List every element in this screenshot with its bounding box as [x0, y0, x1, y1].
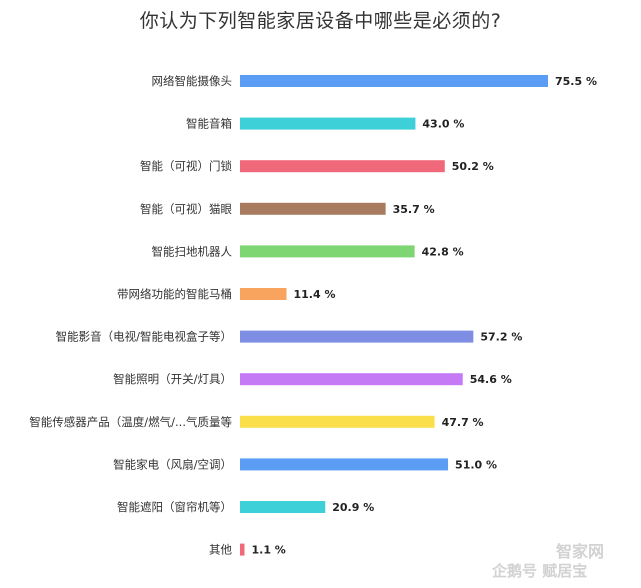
bar: [240, 160, 445, 173]
value-label: 1.1 %: [251, 544, 285, 557]
bar: [240, 75, 548, 87]
value-label: 54.6 %: [470, 373, 512, 386]
category-label: 其他: [209, 543, 232, 557]
bar: [240, 245, 415, 258]
category-label: 智能照明（开关/灯具）: [113, 372, 232, 386]
bar: [240, 330, 474, 343]
category-label: 智能影音（电视/智能电视盒子等）: [56, 330, 232, 344]
value-label: 42.8 %: [422, 245, 464, 258]
value-label: 47.7 %: [442, 416, 484, 429]
bar: [240, 288, 287, 300]
category-label: 智能家电（风扇/空调）: [113, 457, 232, 471]
category-label: 智能扫地机器人: [152, 244, 233, 258]
chart-title: 你认为下列智能家居设备中哪些是必须的?: [139, 10, 502, 32]
category-label: 智能遮阳（窗帘机等）: [117, 500, 232, 514]
category-label: 智能传感器产品（温度/燃气/...气质量等: [29, 415, 232, 429]
category-label: 智能音箱: [186, 117, 232, 131]
value-label: 51.0 %: [455, 458, 497, 471]
value-label: 20.9 %: [332, 501, 374, 514]
category-label: 智能（可视）猫眼: [140, 202, 232, 216]
bar: [240, 415, 435, 428]
watermark-site: 智家网: [556, 542, 605, 561]
value-label: 43.0 %: [422, 118, 464, 131]
value-label: 57.2 %: [480, 331, 522, 344]
category-label: 智能（可视）门锁: [140, 159, 232, 173]
category-label: 网络智能摄像头: [152, 74, 233, 88]
value-label: 11.4 %: [294, 288, 336, 301]
category-label: 带网络功能的智能马桶: [117, 287, 232, 301]
value-label: 50.2 %: [452, 160, 494, 173]
watermark-account: 企鹅号 赋居宝: [492, 562, 588, 580]
bar: [240, 543, 245, 556]
value-label: 35.7 %: [393, 203, 435, 216]
bar: [240, 373, 463, 386]
bar: [240, 458, 449, 471]
bar: [240, 117, 416, 130]
bar: [240, 501, 326, 513]
value-label: 75.5 %: [555, 75, 597, 88]
bar: [240, 202, 386, 215]
